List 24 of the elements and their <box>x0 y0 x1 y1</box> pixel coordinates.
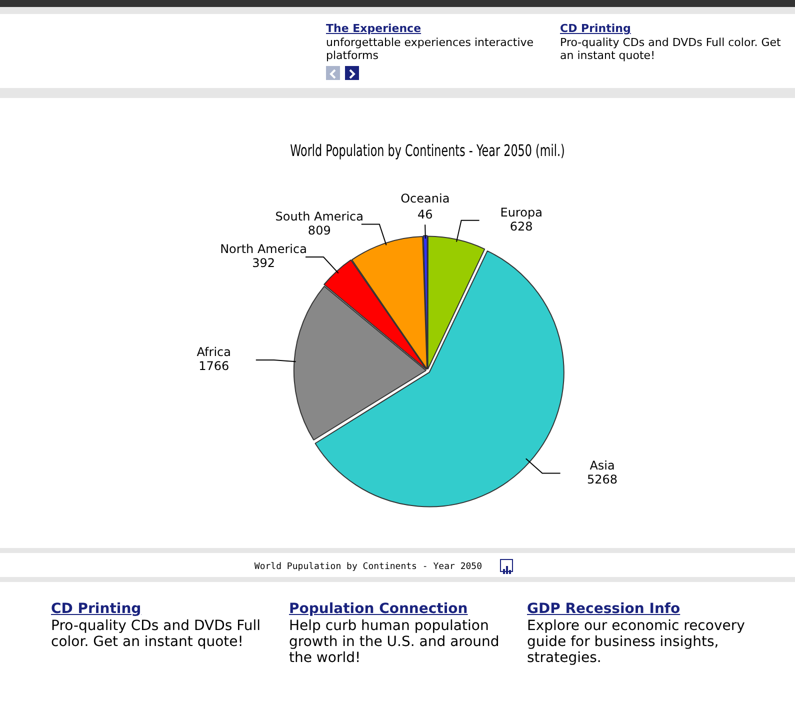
text: Pro-quality CDs and DVDs Full color. Get an instant quote! <box>560 36 782 62</box>
slice-label: Oceania <box>400 192 450 206</box>
slice-label: Africa <box>196 345 231 360</box>
text: Population Connection <box>289 601 468 617</box>
text: The Experience <box>326 22 422 35</box>
data-label: 809 <box>308 223 331 238</box>
slice-label: North America <box>220 242 307 256</box>
slice-label: Europa <box>500 205 542 220</box>
text: Pro-quality CDs and DVDs Full color. Get an instant quote! <box>51 618 262 650</box>
slice-label: Asia <box>590 458 615 472</box>
data-label: 46 <box>417 208 433 222</box>
text: World Pupulation by Continents - Year 2050 <box>253 562 482 572</box>
data-label: 1766 <box>198 359 230 374</box>
slice-label: South America <box>275 209 364 224</box>
chart-title: World Population by Continents - Year 2050 (mil.) <box>290 142 565 160</box>
data-label: 5268 <box>587 472 618 486</box>
data-label: 392 <box>252 256 275 270</box>
text: CD Printing <box>51 601 142 617</box>
text: Explore our economic recovery guide for business insights, strategies. <box>527 618 746 666</box>
text: CD Printing <box>560 22 631 35</box>
text: unforgettable experiences interactive platforms <box>326 36 535 62</box>
data-label: 628 <box>510 219 533 234</box>
text: GDP Recession Info <box>527 601 680 617</box>
text: Help curb human population growth in the U.S. and around the world! <box>289 618 500 666</box>
